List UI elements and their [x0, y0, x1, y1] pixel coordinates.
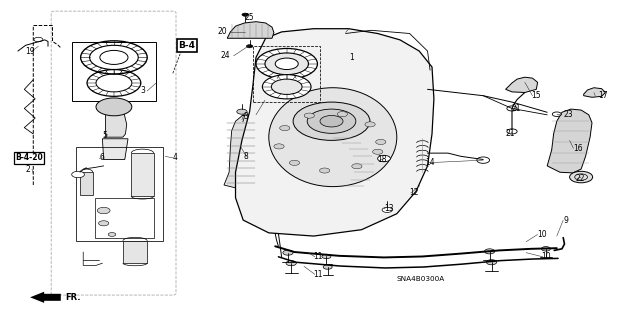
- Text: 25: 25: [244, 13, 254, 22]
- Text: 19: 19: [26, 47, 35, 56]
- Circle shape: [378, 155, 390, 162]
- Text: SNA4B0300A: SNA4B0300A: [397, 276, 445, 282]
- Circle shape: [262, 75, 311, 99]
- Text: 2: 2: [26, 165, 30, 174]
- Text: 23: 23: [563, 110, 573, 119]
- Circle shape: [96, 98, 132, 116]
- Text: 16: 16: [573, 144, 582, 153]
- Circle shape: [246, 45, 253, 48]
- Circle shape: [108, 233, 116, 236]
- Circle shape: [365, 122, 375, 127]
- Circle shape: [289, 160, 300, 165]
- Text: 10: 10: [541, 252, 550, 261]
- Polygon shape: [506, 77, 538, 93]
- Circle shape: [372, 149, 383, 154]
- Text: 4: 4: [173, 153, 178, 162]
- Circle shape: [570, 171, 593, 183]
- Circle shape: [256, 48, 317, 79]
- Circle shape: [72, 171, 84, 178]
- Circle shape: [486, 260, 497, 265]
- Circle shape: [237, 109, 247, 114]
- Text: 9: 9: [563, 216, 568, 225]
- Polygon shape: [227, 22, 274, 38]
- Text: FR.: FR.: [65, 293, 81, 302]
- Text: 20: 20: [218, 27, 227, 36]
- Polygon shape: [584, 88, 605, 97]
- Circle shape: [337, 112, 348, 117]
- Circle shape: [34, 37, 43, 42]
- Polygon shape: [131, 153, 154, 196]
- Text: 22: 22: [576, 174, 586, 183]
- FancyBboxPatch shape: [51, 11, 176, 295]
- Text: 21: 21: [512, 104, 522, 113]
- Text: 15: 15: [531, 91, 541, 100]
- Circle shape: [477, 157, 490, 163]
- Text: 5: 5: [102, 131, 108, 140]
- Polygon shape: [80, 172, 93, 195]
- Circle shape: [99, 221, 109, 226]
- Circle shape: [307, 109, 356, 133]
- Text: 1: 1: [349, 53, 353, 62]
- Text: 17: 17: [598, 91, 608, 100]
- Text: 6: 6: [99, 153, 104, 162]
- Circle shape: [507, 129, 517, 134]
- Polygon shape: [224, 115, 257, 188]
- Text: 8: 8: [243, 152, 248, 161]
- Circle shape: [265, 53, 308, 75]
- Circle shape: [507, 106, 517, 111]
- Circle shape: [541, 247, 550, 251]
- Text: 14: 14: [426, 158, 435, 167]
- Circle shape: [484, 249, 495, 254]
- Text: 7: 7: [240, 115, 245, 124]
- Text: 11: 11: [314, 270, 323, 279]
- Circle shape: [552, 112, 561, 116]
- Polygon shape: [102, 139, 128, 160]
- Text: 21: 21: [506, 130, 515, 138]
- Circle shape: [320, 115, 343, 127]
- Circle shape: [242, 13, 248, 16]
- Text: B-4-20: B-4-20: [15, 153, 43, 162]
- Circle shape: [382, 207, 392, 212]
- Polygon shape: [106, 108, 127, 137]
- Circle shape: [280, 126, 290, 131]
- Polygon shape: [547, 109, 592, 173]
- Text: B-4: B-4: [179, 41, 195, 50]
- Circle shape: [352, 164, 362, 169]
- Text: 24: 24: [221, 51, 230, 60]
- Circle shape: [293, 102, 370, 140]
- Circle shape: [304, 113, 314, 118]
- FancyArrow shape: [30, 292, 61, 303]
- Text: 18: 18: [378, 155, 387, 164]
- Polygon shape: [236, 29, 434, 236]
- Text: 12: 12: [410, 189, 419, 197]
- Circle shape: [283, 250, 293, 255]
- Circle shape: [97, 207, 110, 214]
- Circle shape: [376, 139, 386, 145]
- Ellipse shape: [269, 88, 397, 187]
- Text: 11: 11: [314, 252, 323, 261]
- Circle shape: [275, 58, 298, 70]
- Polygon shape: [123, 241, 147, 263]
- Text: 3: 3: [141, 86, 146, 95]
- Text: 10: 10: [538, 230, 547, 239]
- Circle shape: [319, 168, 330, 173]
- Circle shape: [323, 265, 332, 269]
- Circle shape: [286, 261, 296, 266]
- Circle shape: [271, 79, 302, 94]
- Text: 13: 13: [384, 204, 394, 213]
- Circle shape: [322, 254, 331, 259]
- Text: 3: 3: [243, 112, 248, 121]
- Circle shape: [274, 144, 284, 149]
